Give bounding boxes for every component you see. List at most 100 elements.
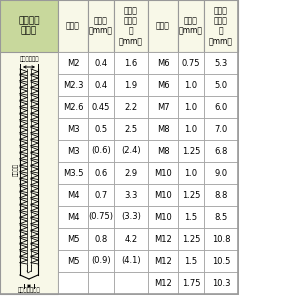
Text: 0.5: 0.5	[94, 124, 108, 134]
Text: 6.8: 6.8	[214, 146, 228, 155]
Text: 1.25: 1.25	[182, 190, 200, 200]
Bar	[148, 52, 178, 74]
Bar	[58, 74, 88, 96]
Text: 中タップ: 中タップ	[14, 163, 19, 176]
Text: 1.5: 1.5	[184, 212, 198, 221]
Bar	[88, 184, 114, 206]
Text: ビッチ
（mm）: ビッチ （mm）	[89, 16, 113, 36]
Bar	[0, 0, 238, 294]
Text: M2.6: M2.6	[63, 103, 83, 112]
Text: ねじ径: ねじ径	[66, 22, 80, 31]
Text: (2.4): (2.4)	[121, 146, 141, 155]
Text: (3.3): (3.3)	[121, 212, 141, 221]
Bar	[88, 250, 114, 272]
Bar	[178, 162, 204, 184]
Bar	[88, 228, 114, 250]
Bar	[178, 52, 204, 74]
Bar	[114, 118, 148, 140]
Bar	[88, 52, 114, 74]
Bar	[114, 228, 148, 250]
Bar	[204, 74, 238, 96]
Bar	[58, 140, 88, 162]
Bar	[204, 184, 238, 206]
Text: M4: M4	[67, 212, 79, 221]
Text: M4: M4	[67, 190, 79, 200]
Text: M6: M6	[157, 58, 169, 68]
Bar	[178, 206, 204, 228]
Bar	[88, 96, 114, 118]
Text: M8: M8	[157, 124, 169, 134]
Text: 0.8: 0.8	[94, 235, 108, 244]
Text: (4.1): (4.1)	[121, 256, 141, 266]
Text: 10.3: 10.3	[212, 278, 230, 287]
Text: 9.0: 9.0	[214, 169, 228, 178]
Text: 1.5: 1.5	[184, 256, 198, 266]
Text: 1.6: 1.6	[124, 58, 138, 68]
Text: M3.5: M3.5	[63, 169, 83, 178]
Text: 1.75: 1.75	[182, 278, 200, 287]
Bar	[58, 228, 88, 250]
Text: 0.45: 0.45	[92, 103, 110, 112]
Text: ビッチ
（mm）: ビッチ （mm）	[179, 16, 203, 36]
Text: 6.0: 6.0	[214, 103, 228, 112]
Bar	[114, 140, 148, 162]
Text: 2.2: 2.2	[124, 103, 138, 112]
Text: 0.7: 0.7	[94, 190, 108, 200]
Text: 5.3: 5.3	[214, 58, 228, 68]
Bar	[148, 228, 178, 250]
Text: M10: M10	[154, 190, 172, 200]
Bar	[58, 118, 88, 140]
Text: M3: M3	[67, 124, 79, 134]
Bar	[148, 74, 178, 96]
Bar	[178, 140, 204, 162]
Bar	[58, 250, 88, 272]
Bar	[148, 184, 178, 206]
Bar	[148, 140, 178, 162]
Bar	[148, 206, 178, 228]
Bar	[114, 74, 148, 96]
Text: 1.0: 1.0	[184, 169, 198, 178]
Bar	[114, 184, 148, 206]
Text: (0.6): (0.6)	[91, 146, 111, 155]
Bar	[114, 0, 148, 52]
Bar	[114, 206, 148, 228]
Text: タップねじ径: タップねじ径	[19, 56, 39, 62]
Text: 1.9: 1.9	[124, 80, 138, 89]
Bar	[114, 96, 148, 118]
Text: M5: M5	[67, 256, 79, 266]
Bar	[148, 0, 178, 52]
Bar	[0, 0, 58, 52]
Text: M5: M5	[67, 235, 79, 244]
Bar	[178, 0, 204, 52]
Text: 3.3: 3.3	[124, 190, 138, 200]
Bar	[204, 250, 238, 272]
Text: 下穴用
ドリル
径
（mm）: 下穴用 ドリル 径 （mm）	[119, 6, 143, 46]
Text: M12: M12	[154, 256, 172, 266]
Text: M10: M10	[154, 212, 172, 221]
Bar	[114, 250, 148, 272]
Text: 10.8: 10.8	[212, 235, 230, 244]
Bar	[178, 118, 204, 140]
Text: M7: M7	[157, 103, 169, 112]
Bar	[148, 272, 178, 294]
Bar	[58, 52, 88, 74]
Text: 1.25: 1.25	[182, 235, 200, 244]
Text: ねじ径: ねじ径	[156, 22, 170, 31]
Bar	[204, 118, 238, 140]
Bar	[178, 228, 204, 250]
Bar	[178, 272, 204, 294]
Bar	[204, 52, 238, 74]
Bar	[0, 0, 58, 294]
Bar	[88, 162, 114, 184]
Text: 7.0: 7.0	[214, 124, 228, 134]
Text: 5.0: 5.0	[214, 80, 228, 89]
Text: (0.75): (0.75)	[88, 212, 113, 221]
Text: 1.0: 1.0	[184, 103, 198, 112]
Bar	[88, 74, 114, 96]
Bar	[58, 0, 88, 52]
Bar	[58, 162, 88, 184]
Bar	[58, 272, 88, 294]
Text: M8: M8	[157, 146, 169, 155]
Text: 0.4: 0.4	[94, 80, 108, 89]
Bar	[204, 228, 238, 250]
